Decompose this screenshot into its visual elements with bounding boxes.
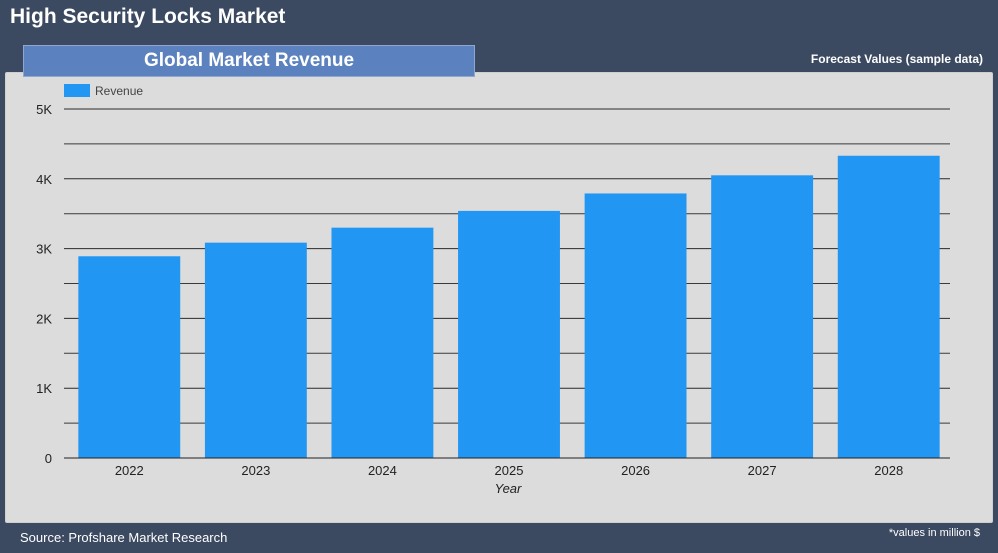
y-tick-label: 0: [45, 451, 52, 466]
x-tick-label: 2026: [621, 463, 650, 478]
bar-2027: [711, 175, 814, 458]
page-title: High Security Locks Market: [10, 5, 286, 28]
chart-title-banner: Global Market Revenue: [23, 45, 475, 77]
bar-2025: [458, 210, 560, 458]
y-tick-label: 5K: [36, 102, 52, 117]
x-tick-label: 2027: [748, 463, 777, 478]
x-tick-label: 2022: [115, 463, 144, 478]
y-tick-label: 2K: [36, 311, 52, 326]
legend-swatch: [64, 84, 90, 97]
x-tick-label: 2025: [495, 463, 524, 478]
bar-2028: [837, 155, 940, 459]
bar-2023: [204, 242, 307, 458]
x-tick-label: 2023: [241, 463, 270, 478]
x-tick-label: 2028: [874, 463, 903, 478]
x-axis-title: Year: [495, 481, 522, 496]
source-note: Source: Profshare Market Research: [20, 530, 228, 545]
y-tick-label: 1K: [36, 381, 52, 396]
x-tick-label: 2024: [368, 463, 397, 478]
legend-label: Revenue: [95, 84, 143, 98]
bar-2024: [331, 227, 434, 458]
units-note: *values in million $: [888, 527, 980, 539]
y-tick-label: 4K: [36, 172, 52, 187]
y-tick-label: 3K: [36, 242, 52, 257]
forecast-note: Forecast Values (sample data): [810, 52, 983, 66]
bar-2026: [584, 193, 687, 458]
bar-2022: [78, 256, 181, 458]
